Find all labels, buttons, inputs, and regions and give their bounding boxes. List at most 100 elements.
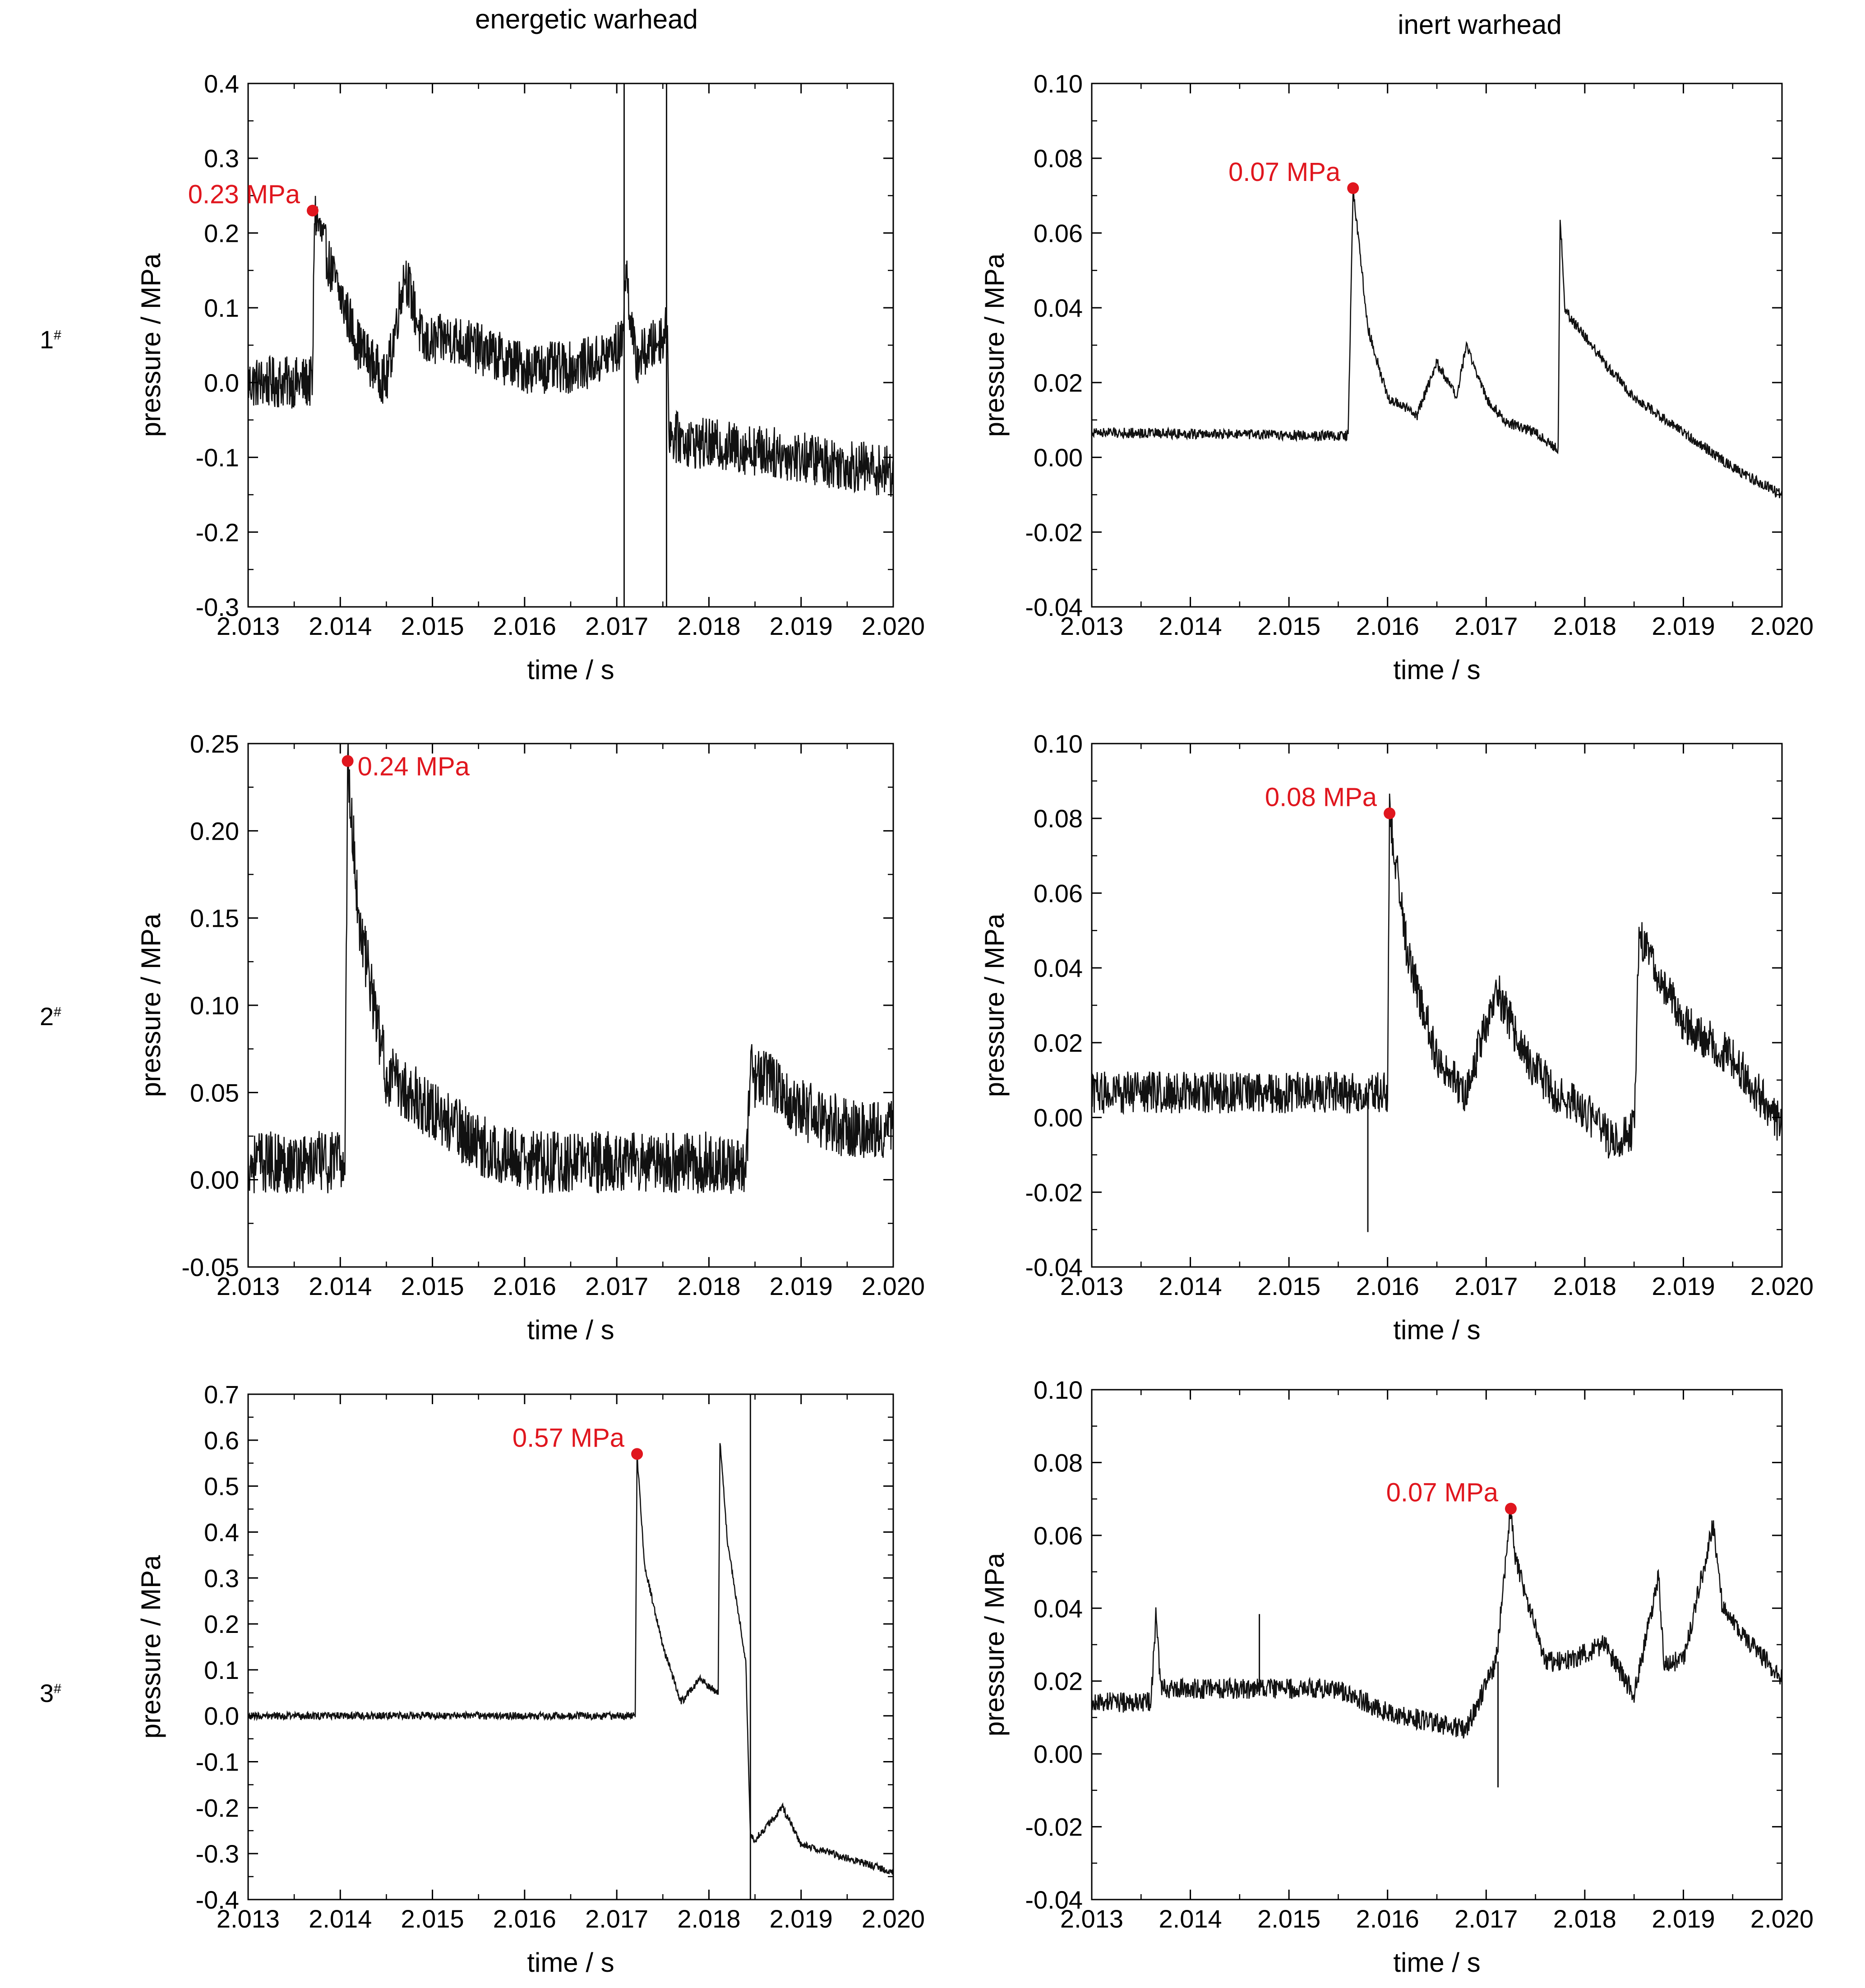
y-tick-label: 0.00 xyxy=(190,1166,239,1194)
x-tick-label: 2.014 xyxy=(1159,1272,1222,1300)
x-tick-label: 2.020 xyxy=(862,1905,925,1933)
x-tick-label: 2.013 xyxy=(217,1272,280,1300)
x-tick-label: 2.016 xyxy=(493,1272,556,1300)
peak-marker xyxy=(1347,182,1359,194)
y-tick-label: 0.08 xyxy=(1034,804,1083,833)
y-tick-label: 0.02 xyxy=(1034,1029,1083,1057)
x-tick-label: 2.019 xyxy=(770,1905,833,1933)
y-tick-label: 0.0 xyxy=(204,369,239,397)
y-tick-label: 0.10 xyxy=(190,991,239,1020)
peak-marker xyxy=(1384,807,1396,819)
peak-label: 0.24 MPa xyxy=(358,752,470,781)
plot-frame xyxy=(247,743,894,1268)
y-tick-label: 0.7 xyxy=(204,1380,239,1409)
peak-marker xyxy=(631,1448,643,1460)
y-tick-label: 0.1 xyxy=(204,294,239,322)
x-tick-label: 2.013 xyxy=(1060,1905,1123,1933)
pressure-trace xyxy=(1092,189,1782,499)
x-tick-label: 2.014 xyxy=(1159,1905,1222,1933)
peak-label: 0.07 MPa xyxy=(1386,1478,1499,1507)
peak-marker xyxy=(1505,1503,1517,1515)
peak-label: 0.07 MPa xyxy=(1228,157,1341,187)
y-tick-label: 0.00 xyxy=(1034,1740,1083,1768)
x-tick-label: 2.015 xyxy=(401,1905,464,1933)
y-tick-label: 0.2 xyxy=(204,1610,239,1638)
row-label-1: 1# xyxy=(40,325,61,354)
y-tick-label: 0.08 xyxy=(1034,144,1083,173)
y-axis-title: pressure / MPa xyxy=(979,913,1010,1097)
y-tick-label: 0.04 xyxy=(1034,954,1083,982)
x-tick-label: 2.018 xyxy=(677,612,740,640)
y-tick-label: 0.02 xyxy=(1034,369,1083,397)
x-tick-label: 2.015 xyxy=(401,1272,464,1300)
x-tick-label: 2.020 xyxy=(1750,612,1814,640)
x-tick-label: 2.019 xyxy=(1652,612,1715,640)
y-tick-label: 0.25 xyxy=(190,730,239,758)
x-tick-label: 2.018 xyxy=(677,1905,740,1933)
x-tick-label: 2.017 xyxy=(585,612,648,640)
y-tick-label: -0.04 xyxy=(1025,1253,1083,1281)
x-tick-label: 2.017 xyxy=(585,1905,648,1933)
pressure-trace xyxy=(248,196,893,497)
y-tick-label: 0.15 xyxy=(190,904,239,933)
x-tick-label: 2.015 xyxy=(1257,612,1320,640)
y-tick-label: 0.6 xyxy=(204,1426,239,1455)
x-tick-label: 2.018 xyxy=(1553,1905,1616,1933)
y-tick-label: 0.04 xyxy=(1034,1594,1083,1623)
y-tick-label: 0.08 xyxy=(1034,1448,1083,1477)
x-axis-title: time / s xyxy=(527,1315,614,1345)
peak-marker xyxy=(307,204,319,217)
x-tick-label: 2.014 xyxy=(309,612,372,640)
x-tick-label: 2.018 xyxy=(1553,1272,1616,1300)
y-tick-label: 0.10 xyxy=(1034,730,1083,758)
chart-panel-3-inert: 2.013 2.014 2.015 2.016 2.017 2.018 2.019 2.020… xyxy=(979,1376,1814,1978)
y-tick-label: -0.1 xyxy=(196,1748,240,1776)
x-axis-title: time / s xyxy=(1393,655,1480,685)
y-tick-label: 0.00 xyxy=(1034,444,1083,472)
column-header-inert: inert warhead xyxy=(1398,9,1562,40)
x-tick-label: 2.015 xyxy=(1257,1272,1320,1300)
y-tick-label: -0.02 xyxy=(1025,1178,1083,1207)
x-axis-title: time / s xyxy=(1393,1947,1480,1978)
peak-label: 0.57 MPa xyxy=(512,1423,625,1452)
y-tick-label: 0.0 xyxy=(204,1702,239,1730)
chart-panel-2-energetic: 2.013 2.014 2.015 2.016 2.017 2.018 2.019 2.020… xyxy=(136,730,925,1345)
y-tick-label: 0.02 xyxy=(1034,1667,1083,1696)
y-tick-label: 0.04 xyxy=(1034,294,1083,322)
plot-frame xyxy=(1091,1389,1783,1900)
x-tick-label: 2.017 xyxy=(1454,1905,1518,1933)
y-tick-label: -0.02 xyxy=(1025,1813,1083,1841)
x-tick-label: 2.017 xyxy=(1454,1272,1518,1300)
plot-frame xyxy=(1091,83,1783,608)
y-tick-label: -0.3 xyxy=(196,593,240,621)
row-label-3: 3# xyxy=(40,1679,61,1707)
x-tick-label: 2.013 xyxy=(1060,612,1123,640)
y-tick-label: 0.5 xyxy=(204,1472,239,1501)
y-tick-label: -0.1 xyxy=(196,444,240,472)
x-tick-label: 2.017 xyxy=(585,1272,648,1300)
x-tick-label: 2.017 xyxy=(1454,612,1518,640)
y-tick-label: 0.4 xyxy=(204,1518,239,1546)
y-tick-label: -0.4 xyxy=(196,1886,240,1914)
x-axis-title: time / s xyxy=(1393,1315,1480,1345)
y-tick-label: -0.2 xyxy=(196,518,240,546)
x-tick-label: 2.013 xyxy=(1060,1272,1123,1300)
y-tick-label: 0.00 xyxy=(1034,1104,1083,1132)
y-axis-title: pressure / MPa xyxy=(136,913,166,1097)
y-tick-label: 0.3 xyxy=(204,144,239,173)
x-tick-label: 2.019 xyxy=(770,612,833,640)
y-tick-label: 0.05 xyxy=(190,1078,239,1107)
x-tick-label: 2.013 xyxy=(217,1905,280,1933)
pressure-trace xyxy=(1092,1505,1782,1739)
x-tick-label: 2.014 xyxy=(309,1272,372,1300)
chart-panel-2-inert: 2.013 2.014 2.015 2.016 2.017 2.018 2.019 2.020… xyxy=(979,730,1814,1345)
chart-panel-1-energetic: 2.013 2.014 2.015 2.016 2.017 2.018 2.019 2.020… xyxy=(136,69,925,685)
x-tick-label: 2.018 xyxy=(1553,612,1616,640)
y-tick-label: -0.05 xyxy=(181,1253,239,1281)
pressure-trace xyxy=(248,744,893,1194)
y-axis-title: pressure / MPa xyxy=(136,1555,166,1738)
y-axis-title: pressure / MPa xyxy=(136,253,166,437)
y-axis-title: pressure / MPa xyxy=(979,253,1010,437)
y-tick-label: 0.2 xyxy=(204,219,239,247)
x-tick-label: 2.016 xyxy=(1356,612,1419,640)
